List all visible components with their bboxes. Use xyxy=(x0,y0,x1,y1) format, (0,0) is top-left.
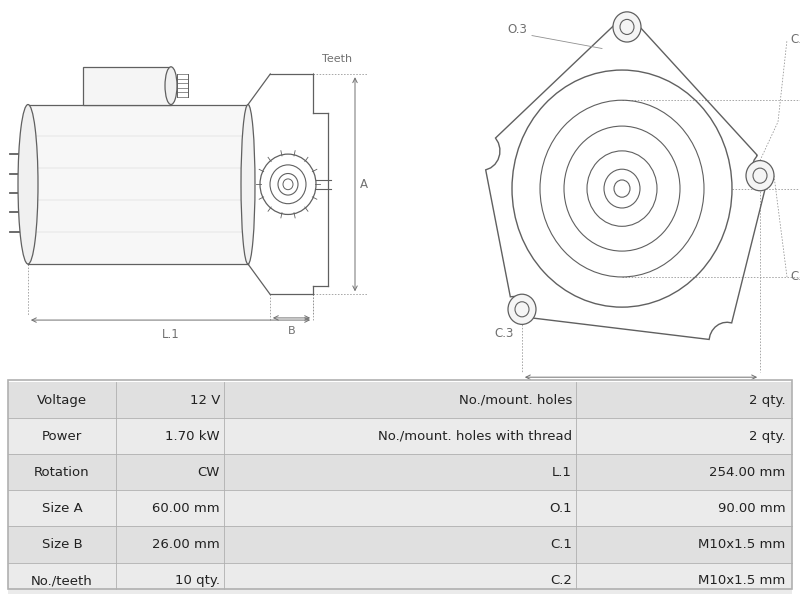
Text: 10 qty.: 10 qty. xyxy=(175,574,220,587)
Bar xyxy=(116,491,224,526)
Circle shape xyxy=(508,294,536,324)
Text: M10x1.5 mm: M10x1.5 mm xyxy=(698,574,786,587)
Text: O.2: O.2 xyxy=(631,385,651,398)
Bar xyxy=(8,382,116,418)
Text: 60.00 mm: 60.00 mm xyxy=(152,502,220,515)
Text: L.1: L.1 xyxy=(552,466,572,479)
Text: Size A: Size A xyxy=(42,502,82,515)
Text: O.1: O.1 xyxy=(550,502,572,515)
Text: C.3: C.3 xyxy=(494,327,514,340)
Circle shape xyxy=(613,12,641,42)
Bar xyxy=(224,491,576,526)
Bar xyxy=(8,454,116,491)
Text: CW: CW xyxy=(198,466,220,479)
Bar xyxy=(116,454,224,491)
Bar xyxy=(83,67,171,105)
Text: C.1: C.1 xyxy=(790,33,800,46)
Text: C.1: C.1 xyxy=(550,538,572,551)
Bar xyxy=(116,526,224,563)
Bar xyxy=(224,526,576,563)
Ellipse shape xyxy=(18,105,38,264)
Text: 12 V: 12 V xyxy=(190,393,220,406)
Text: 254.00 mm: 254.00 mm xyxy=(710,466,786,479)
Bar xyxy=(576,491,792,526)
Bar xyxy=(116,563,224,594)
Bar xyxy=(224,454,576,491)
Text: 2 qty.: 2 qty. xyxy=(749,429,786,443)
Bar xyxy=(28,105,248,264)
Bar xyxy=(8,418,116,454)
Bar xyxy=(576,563,792,594)
Text: 90.00 mm: 90.00 mm xyxy=(718,502,786,515)
Bar xyxy=(224,563,576,594)
Bar xyxy=(576,526,792,563)
Circle shape xyxy=(746,160,774,191)
Text: Power: Power xyxy=(42,429,82,443)
Text: No./mount. holes with thread: No./mount. holes with thread xyxy=(378,429,572,443)
Text: No./mount. holes: No./mount. holes xyxy=(458,393,572,406)
Text: A: A xyxy=(360,178,368,191)
Text: 1.70 kW: 1.70 kW xyxy=(166,429,220,443)
Text: Voltage: Voltage xyxy=(37,393,87,406)
Text: Teeth: Teeth xyxy=(322,54,352,64)
Bar xyxy=(116,382,224,418)
Bar xyxy=(8,563,116,594)
Bar xyxy=(224,418,576,454)
Text: 26.00 mm: 26.00 mm xyxy=(152,538,220,551)
Bar xyxy=(116,418,224,454)
Bar xyxy=(8,526,116,563)
Bar xyxy=(576,454,792,491)
Text: 2 qty.: 2 qty. xyxy=(749,393,786,406)
Bar xyxy=(8,491,116,526)
Text: Size B: Size B xyxy=(42,538,82,551)
Text: Rotation: Rotation xyxy=(34,466,90,479)
Text: O.3: O.3 xyxy=(507,23,527,36)
Text: C.2: C.2 xyxy=(790,270,800,283)
Text: L.1: L.1 xyxy=(162,327,179,340)
Bar xyxy=(576,382,792,418)
Bar xyxy=(576,418,792,454)
Text: No./teeth: No./teeth xyxy=(31,574,93,587)
Text: M10x1.5 mm: M10x1.5 mm xyxy=(698,538,786,551)
Text: B: B xyxy=(288,326,295,336)
Ellipse shape xyxy=(165,67,177,105)
Text: C.2: C.2 xyxy=(550,574,572,587)
Bar xyxy=(224,382,576,418)
Ellipse shape xyxy=(241,105,255,264)
